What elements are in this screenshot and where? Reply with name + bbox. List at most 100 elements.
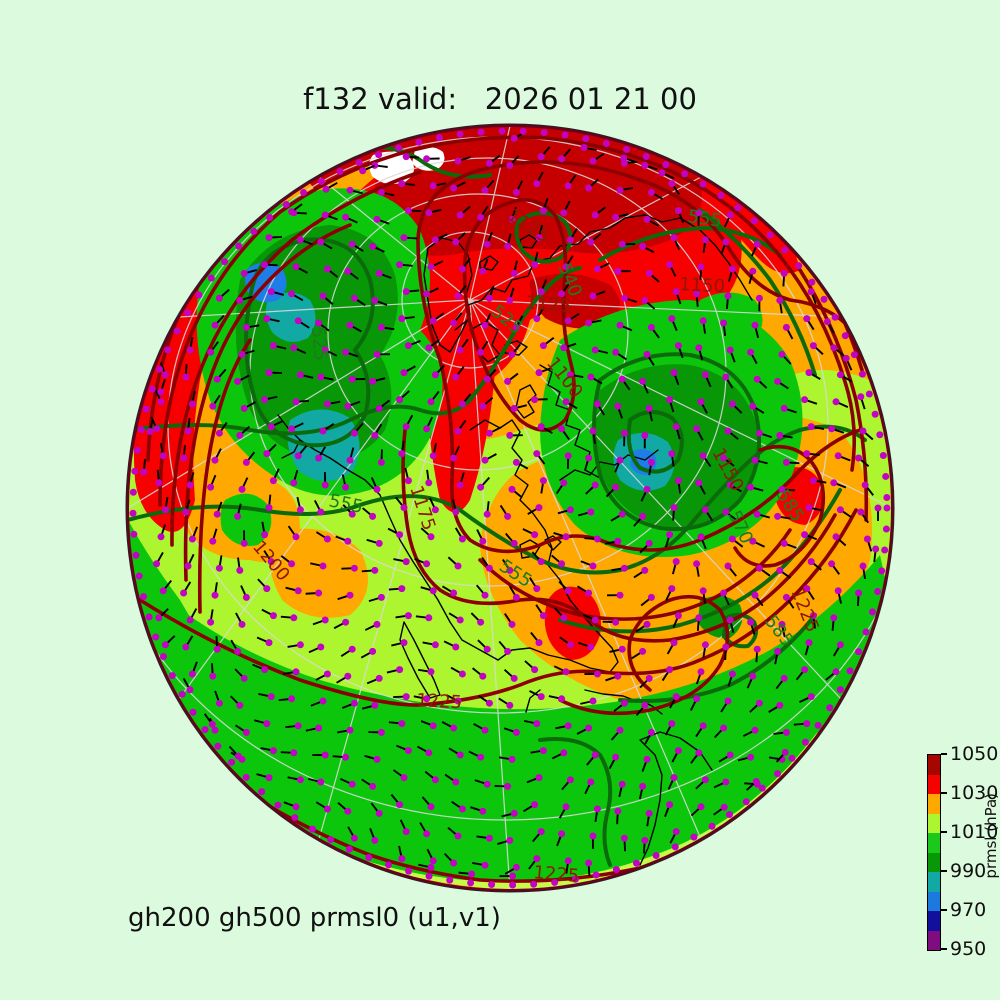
wind-dot [131,467,139,475]
wind-dot [832,668,840,676]
wind-dot [753,240,761,248]
wind-dot [427,263,435,271]
wind-dot [859,427,867,435]
wind-dot [129,509,137,517]
wind-dot [450,319,458,327]
wind-dot [668,585,676,593]
wind-dot [582,135,590,143]
wind-dot [479,672,487,680]
wind-dot [801,531,809,539]
wind-dot [282,201,290,209]
wind-dot [342,213,350,221]
wind-dot [423,695,431,703]
wind-dot [776,431,784,439]
wind-dot [454,697,462,705]
wind-dot [236,431,244,439]
wind-dot [371,296,379,304]
wind-dot [323,400,331,408]
wind-dot [402,288,410,296]
wind-dot [874,504,882,512]
wind-dot [782,728,790,736]
wind-dot [504,377,512,385]
wind-dot [184,309,192,317]
wind-dot [734,204,742,212]
wind-dot [751,456,759,464]
wind-dot [327,836,335,844]
wind-dot [238,620,246,628]
wind-dot [396,396,404,404]
wind-dot [580,144,588,152]
wind-dot [142,405,150,413]
wind-dot [207,483,215,491]
wind-dot [726,481,734,489]
wind-dot [290,344,298,352]
wind-dot [720,724,728,732]
wind-dot [395,144,403,152]
wind-dot [539,747,547,755]
wind-dot [724,292,732,300]
wind-dot [458,265,466,273]
wind-dot [346,321,354,329]
wind-dot [450,454,458,462]
wind-dot [211,456,219,464]
wind-dot [614,537,622,545]
wind-dot [647,458,655,466]
wind-dot [288,425,296,433]
wind-dot [593,805,601,813]
wind-dot [258,788,266,796]
wind-dot [560,344,568,352]
wind-dot [153,425,161,433]
wind-dot [184,427,192,435]
wind-dot [265,234,273,242]
wind-dot [699,180,707,188]
wind-dot [321,481,329,489]
wind-dot [456,211,464,219]
wind-dot [803,720,811,728]
wind-dot [308,825,316,833]
wind-dot [641,431,649,439]
wind-dot [429,722,437,730]
wind-dot [188,535,196,543]
wind-dot [290,614,298,622]
wind-dot [509,881,517,889]
wind-dot [807,693,815,701]
wind-dot [830,479,838,487]
wind-dot [429,857,437,865]
wind-dot [371,701,379,709]
wind-dot [510,674,518,682]
wind-dot [263,315,271,323]
wind-dot [398,585,406,593]
wind-dot [589,832,597,840]
wind-dot [587,238,595,246]
wind-dot [803,450,811,458]
wind-dot [429,587,437,595]
globe-outline [125,123,895,893]
wind-dot [404,477,412,485]
wind-dot [318,178,325,186]
wind-dot [130,530,138,538]
wind-dot [375,674,383,682]
wind-dot [211,591,219,599]
wind-dot [724,697,732,705]
wind-dot [446,876,454,884]
wind-dot [261,261,269,269]
wind-dot [429,317,437,325]
wind-dot [398,315,406,323]
wind-dot [681,170,689,178]
wind-dot [720,319,728,327]
wind-dot [693,560,701,568]
wind-dot [452,238,460,246]
colorbar-tick-label: 1010 [950,821,999,843]
wind-dot [396,801,404,809]
wind-dot [137,426,145,434]
wind-dot [519,127,527,135]
wind-dot [415,138,423,146]
wind-dot [479,537,487,545]
wind-dot [431,776,439,784]
wind-dot [452,778,460,786]
wind-dot [209,672,217,680]
wind-dot [589,697,597,705]
wind-dot [693,290,701,298]
wind-dot [400,369,408,377]
